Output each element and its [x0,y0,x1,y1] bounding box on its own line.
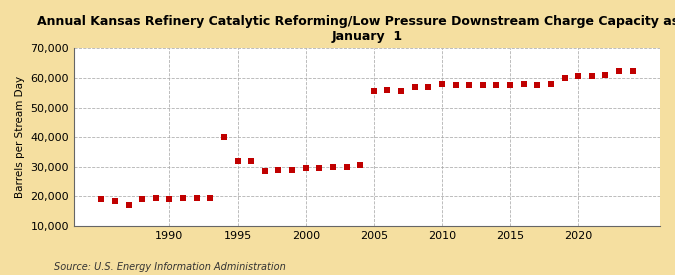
Point [137,197,148,202]
Point [164,197,175,202]
Point [109,199,120,203]
Point [369,89,379,94]
Point [545,82,556,86]
Y-axis label: Barrels per Stream Day: Barrels per Stream Day [15,76,25,198]
Point [327,164,338,169]
Point [232,159,243,163]
Point [341,164,352,169]
Point [205,196,216,200]
Point [573,74,584,79]
Point [123,203,134,207]
Point [382,87,393,92]
Point [409,85,420,89]
Point [600,73,611,77]
Point [587,74,597,79]
Point [300,166,311,170]
Point [477,83,488,87]
Point [627,68,638,73]
Point [464,83,475,87]
Point [151,196,161,200]
Point [505,83,516,87]
Title: Annual Kansas Refinery Catalytic Reforming/Low Pressure Downstream Charge Capaci: Annual Kansas Refinery Catalytic Reformi… [36,15,675,43]
Point [423,85,434,89]
Point [355,163,366,167]
Point [518,82,529,86]
Point [532,83,543,87]
Point [287,167,298,172]
Point [259,169,270,173]
Point [314,166,325,170]
Point [559,76,570,80]
Point [437,82,448,86]
Point [396,89,406,94]
Point [96,197,107,202]
Point [178,196,188,200]
Point [246,159,256,163]
Point [450,83,461,87]
Point [491,83,502,87]
Text: Source: U.S. Energy Information Administration: Source: U.S. Energy Information Administ… [54,262,286,272]
Point [614,68,624,73]
Point [273,167,284,172]
Point [219,135,230,139]
Point [191,196,202,200]
